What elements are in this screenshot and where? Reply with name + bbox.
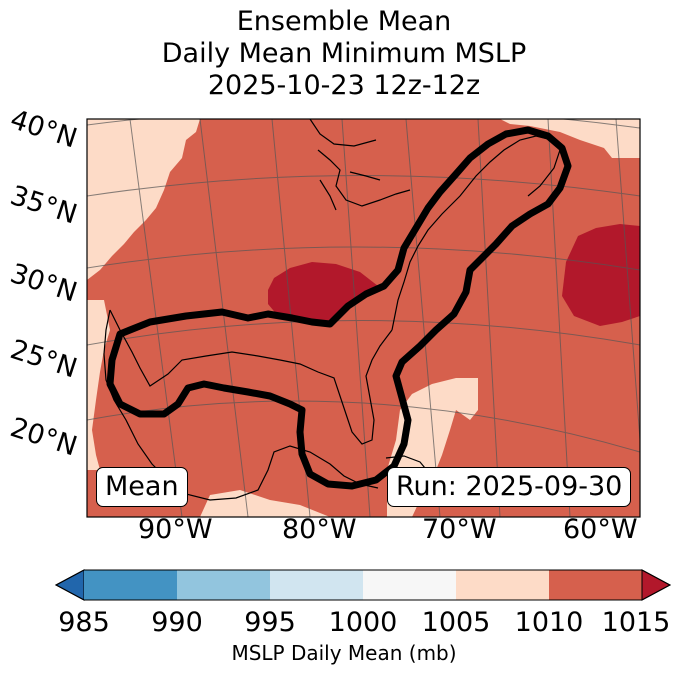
colorbar-tick-985: 985 — [58, 607, 110, 638]
colorbar-tick-1010: 1010 — [514, 607, 584, 638]
colorbar-tick-1005: 1005 — [421, 607, 491, 638]
colorbar-tick-990: 990 — [151, 607, 203, 638]
ensemble-contour — [106, 126, 572, 490]
colorbar-bin-990-995 — [177, 570, 270, 600]
colorbar-bin-1005-1010 — [456, 570, 549, 600]
colorbar-tick-1015: 1015 — [601, 607, 671, 638]
coastline-great-lakes — [317, 149, 411, 211]
title-line-1: Ensemble Mean — [236, 6, 452, 37]
colorbar — [54, 569, 672, 601]
colorbar-label: MSLP Daily Mean (mb) — [231, 641, 457, 665]
field-1015-atlantic — [562, 224, 640, 326]
annotation-mean: Mean — [96, 467, 188, 507]
colorbar-bin-1000-1005 — [363, 570, 456, 600]
meridian-70w — [405, 119, 441, 517]
lon-label-60w: 60°W — [563, 514, 638, 545]
coastline-gulf — [109, 309, 393, 445]
title-line-3: 2025-10-23 12z-12z — [207, 70, 481, 101]
colorbar-bin-985-990 — [84, 570, 177, 600]
lon-label-90w: 90°W — [138, 514, 213, 545]
lon-label-80w: 80°W — [282, 514, 357, 545]
field-1005-1010-south-2 — [200, 490, 330, 517]
meridian-55w — [615, 119, 640, 441]
colorbar-under-arrow — [54, 569, 85, 601]
parallel-30n — [87, 246, 640, 271]
field-1005-1010-northeast — [500, 119, 640, 158]
colorbar-outline — [54, 569, 672, 601]
field-1005-1010-nw-patch — [87, 140, 104, 160]
annotation-run-date: Run: 2025-09-30 — [387, 467, 632, 507]
colorbar-tick-995: 995 — [244, 607, 296, 638]
title-line-2: Daily Mean Minimum MSLP — [161, 38, 527, 69]
meridian-85w — [199, 119, 249, 517]
coastline-hudson — [309, 119, 377, 147]
field-1015-central — [268, 262, 378, 326]
colorbar-tick-1000: 1000 — [328, 607, 398, 638]
coastline-atlantic — [391, 135, 561, 331]
colorbar-over-arrow — [641, 569, 672, 601]
lon-label-70w: 70°W — [422, 514, 497, 545]
meridian-60w — [547, 119, 571, 517]
map-frame — [86, 118, 641, 518]
colorbar-bin-1010-1015 — [549, 570, 642, 600]
parallel-25n — [87, 320, 640, 346]
meridian-65w — [477, 119, 501, 517]
field-1005-1010-northwest — [87, 119, 200, 280]
colorbar-bin-995-1000 — [270, 570, 363, 600]
meridian-75w — [341, 119, 371, 517]
